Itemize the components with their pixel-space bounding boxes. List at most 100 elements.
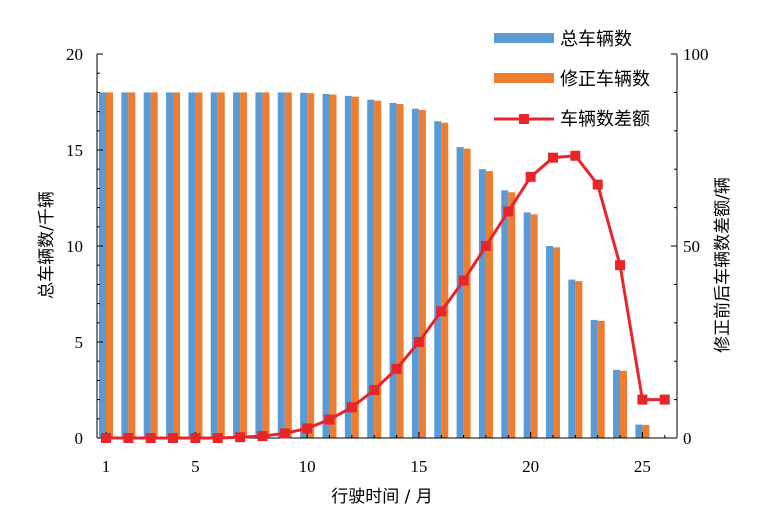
bar-corrected-12: [351, 96, 359, 439]
difference-marker-9: [279, 428, 290, 439]
difference-marker-25: [637, 394, 648, 405]
y2-axis-title: 修正前后车辆数差额/辆: [713, 177, 733, 353]
legend-swatch-corrected: [494, 73, 554, 83]
difference-marker-16: [436, 306, 447, 317]
bar-corrected-14: [396, 104, 404, 438]
line-layer: [101, 150, 670, 443]
bar-total-10: [300, 92, 308, 438]
legend-label-total: 总车辆数: [560, 29, 632, 50]
bars-layer: [99, 92, 650, 439]
bar-corrected-17: [463, 148, 471, 438]
y-axis-title: 总车辆数/千辆: [37, 191, 57, 299]
x-axis-title: 行驶时间 / 月: [331, 487, 433, 507]
difference-marker-22: [570, 150, 581, 161]
difference-marker-1: [101, 433, 111, 443]
bar-corrected-15: [418, 110, 426, 439]
y-tick-label-10: 10: [66, 237, 83, 256]
bar-total-13: [367, 99, 375, 439]
bar-corrected-23: [597, 320, 605, 438]
bar-total-2: [121, 92, 129, 439]
bar-corrected-1: [106, 92, 113, 439]
difference-marker-12: [346, 402, 357, 413]
bar-total-11: [322, 93, 330, 438]
bar-total-23: [590, 319, 598, 438]
difference-marker-15: [413, 337, 424, 347]
difference-marker-20: [525, 171, 536, 182]
difference-marker-19: [503, 206, 514, 217]
bar-total-4: [166, 92, 174, 439]
bar-total-1: [99, 92, 106, 439]
bar-total-6: [210, 92, 218, 439]
difference-marker-26: [659, 394, 670, 405]
y-tick-label-20: 20: [66, 45, 83, 64]
bar-total-25: [635, 424, 643, 438]
bar-corrected-7: [240, 92, 248, 439]
legend-marker-difference: [519, 114, 529, 124]
difference-marker-6: [212, 433, 223, 443]
difference-marker-18: [480, 241, 491, 251]
y2-tick-label-50: 50: [683, 237, 700, 256]
x-tick-label-1: 1: [102, 457, 111, 476]
bar-total-20: [523, 212, 531, 438]
bar-corrected-22: [575, 281, 583, 438]
y-tick-label-0: 0: [75, 429, 84, 448]
x-tick-label-5: 5: [191, 457, 200, 476]
difference-marker-24: [615, 260, 626, 271]
y-tick-label-5: 5: [75, 333, 84, 352]
difference-marker-2: [123, 433, 134, 443]
bar-total-22: [568, 279, 576, 438]
bar-corrected-11: [329, 94, 337, 439]
difference-marker-10: [302, 423, 313, 434]
difference-marker-14: [391, 363, 402, 374]
bar-corrected-3: [150, 92, 158, 439]
difference-marker-13: [369, 385, 380, 395]
legend-swatch-total: [494, 33, 554, 43]
bar-corrected-4: [173, 92, 181, 439]
bar-corrected-8: [262, 92, 270, 439]
bar-total-12: [344, 95, 352, 438]
difference-marker-11: [324, 414, 335, 425]
difference-marker-7: [235, 432, 246, 443]
bar-total-3: [143, 92, 151, 439]
difference-marker-4: [168, 433, 179, 443]
difference-marker-23: [592, 179, 603, 190]
bar-corrected-2: [128, 92, 136, 439]
bar-total-18: [478, 169, 486, 438]
bar-total-19: [501, 190, 509, 438]
bar-corrected-16: [441, 122, 449, 439]
difference-marker-5: [190, 433, 201, 443]
x-tick-label-15: 15: [410, 457, 427, 476]
bar-total-5: [188, 92, 196, 439]
bar-corrected-21: [553, 247, 560, 438]
legend: 总车辆数 修正车辆数 车辆数差额: [494, 29, 650, 130]
bar-total-17: [456, 147, 464, 438]
bar-corrected-13: [374, 100, 382, 438]
bar-total-8: [255, 92, 263, 439]
bar-corrected-24: [620, 370, 628, 438]
bar-corrected-5: [195, 92, 203, 439]
bar-total-15: [411, 108, 419, 438]
bar-total-7: [233, 92, 241, 439]
bar-total-9: [277, 92, 285, 439]
bar-total-16: [434, 121, 442, 438]
bar-total-21: [546, 246, 553, 438]
difference-marker-21: [548, 152, 558, 163]
difference-marker-3: [145, 433, 156, 443]
bar-corrected-20: [530, 214, 538, 438]
bar-corrected-10: [307, 93, 315, 438]
y2-tick-label-0: 0: [683, 429, 692, 448]
y-tick-label-15: 15: [66, 141, 83, 160]
x-tick-label-25: 25: [634, 457, 651, 476]
difference-marker-8: [257, 431, 268, 442]
x-tick-label-20: 20: [522, 457, 539, 476]
bar-corrected-25: [642, 424, 650, 438]
legend-label-corrected: 修正车辆数: [560, 69, 650, 90]
bar-corrected-6: [217, 92, 225, 439]
bar-corrected-9: [284, 92, 292, 439]
difference-marker-17: [458, 275, 469, 286]
bar-corrected-18: [485, 171, 493, 438]
bar-corrected-19: [508, 192, 516, 438]
bar-total-24: [613, 369, 621, 438]
